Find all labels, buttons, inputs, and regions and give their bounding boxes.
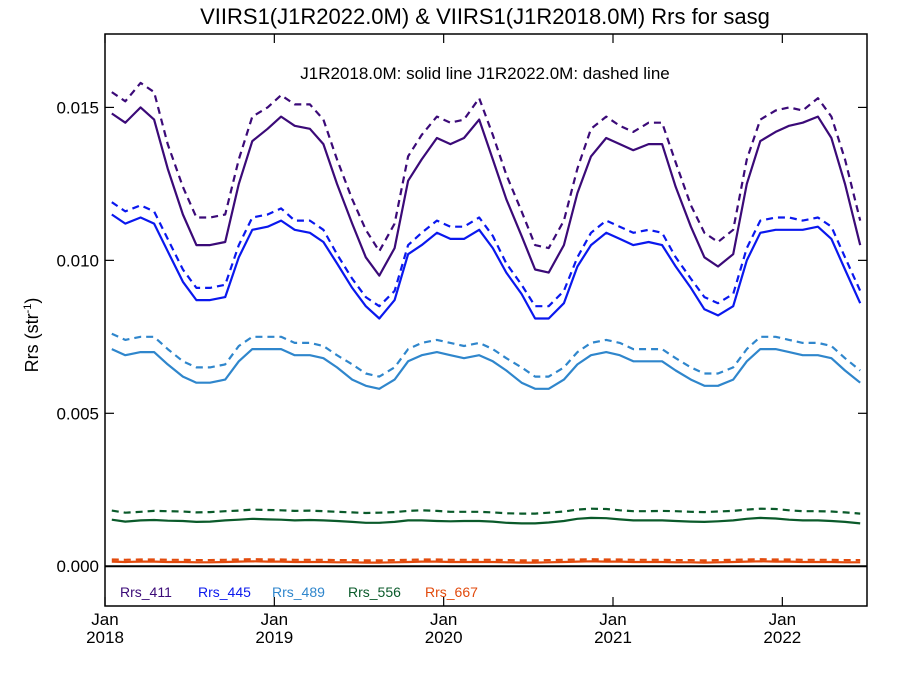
- y-axis-label-superscript: -1: [22, 304, 34, 314]
- series-line-rrs-489-dashed: [111, 332, 861, 378]
- y-tick-label: 0.015: [56, 98, 99, 117]
- x-tick-label-month: Jan: [91, 610, 118, 629]
- series-line-rrs-445-dashed: [111, 201, 862, 308]
- series-line-rrs-667-solid: [111, 560, 861, 564]
- y-axis-label-close: ): [22, 298, 42, 304]
- legend-item: Rrs_556: [348, 584, 401, 600]
- series-line-rrs-411-solid: [111, 106, 862, 277]
- legend-item: Rrs_489: [272, 584, 325, 600]
- x-tick-label-month: Jan: [599, 610, 626, 629]
- legend-item: Rrs_667: [425, 584, 478, 600]
- x-tick-label-year: 2019: [255, 628, 293, 647]
- x-tick-label-year: 2020: [425, 628, 463, 647]
- legend-item: Rrs_411: [120, 584, 172, 600]
- x-tick-label-year: 2022: [763, 628, 801, 647]
- chart-title: VIIRS1(J1R2022.0M) & VIIRS1(J1R2018.0M) …: [200, 4, 770, 29]
- x-tick-label-month: Jan: [769, 610, 796, 629]
- x-tick-label-year: 2018: [86, 628, 124, 647]
- x-tick-label-month: Jan: [261, 610, 288, 629]
- plot-area: 0.0000.0050.0100.015Jan2018Jan2019Jan202…: [56, 34, 867, 647]
- series-line-rrs-667-dashed: [111, 558, 861, 562]
- y-tick-label: 0.005: [56, 404, 99, 423]
- y-tick-label: 0.010: [56, 251, 99, 270]
- series-line-rrs-489-solid: [111, 348, 861, 390]
- legend-item: Rrs_445: [198, 584, 251, 600]
- series-line-rrs-445-solid: [111, 213, 862, 320]
- series-line-rrs-411-dashed: [111, 81, 862, 253]
- plot-frame: [104, 33, 868, 607]
- chart-subtitle: J1R2018.0M: solid line J1R2022.0M: dashe…: [300, 64, 670, 83]
- series-line-rrs-556-solid: [111, 516, 861, 525]
- y-axis-label: Rrs (str-1): [22, 298, 42, 373]
- y-axis-label-text: Rrs (str: [22, 313, 42, 372]
- series-line-rrs-556-dashed: [111, 507, 861, 515]
- y-tick-label: 0.000: [56, 557, 99, 576]
- x-tick-label-month: Jan: [430, 610, 457, 629]
- x-tick-label-year: 2021: [594, 628, 632, 647]
